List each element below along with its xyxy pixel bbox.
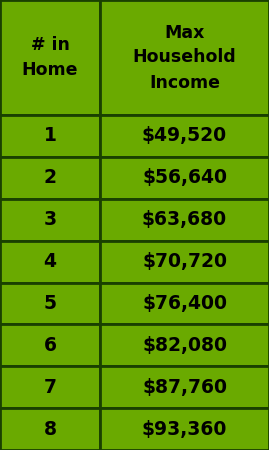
Bar (0, 241, 100, 283)
Bar (0, 199, 100, 241)
Text: $76,400: $76,400 (142, 294, 227, 313)
Text: 4: 4 (44, 252, 56, 271)
Bar (100, 283, 269, 324)
Bar (0, 408, 100, 450)
Text: 6: 6 (44, 336, 56, 355)
Text: 1: 1 (44, 126, 56, 145)
Bar (100, 408, 269, 450)
Bar (100, 324, 269, 366)
Text: 5: 5 (44, 294, 56, 313)
Bar (0, 324, 100, 366)
Text: Max
Household
Income: Max Household Income (133, 23, 236, 91)
Bar (0, 283, 100, 324)
Text: # in
Home: # in Home (22, 36, 78, 79)
Text: $93,360: $93,360 (142, 419, 227, 439)
Text: $63,680: $63,680 (142, 210, 227, 229)
Text: 7: 7 (44, 378, 56, 397)
Bar (0, 115, 100, 157)
Bar (100, 366, 269, 408)
Bar (100, 157, 269, 199)
Bar (100, 241, 269, 283)
Text: 2: 2 (44, 168, 56, 187)
Text: $56,640: $56,640 (142, 168, 227, 187)
Text: $82,080: $82,080 (142, 336, 227, 355)
Text: $49,520: $49,520 (142, 126, 227, 145)
Bar (0, 366, 100, 408)
Bar (100, 115, 269, 157)
Bar (0, 157, 100, 199)
Text: $70,720: $70,720 (142, 252, 227, 271)
Text: 3: 3 (43, 210, 56, 229)
Bar (100, 199, 269, 241)
Text: 8: 8 (44, 419, 56, 439)
Text: $87,760: $87,760 (142, 378, 227, 397)
Bar (100, 0, 269, 115)
Bar (0, 0, 100, 115)
